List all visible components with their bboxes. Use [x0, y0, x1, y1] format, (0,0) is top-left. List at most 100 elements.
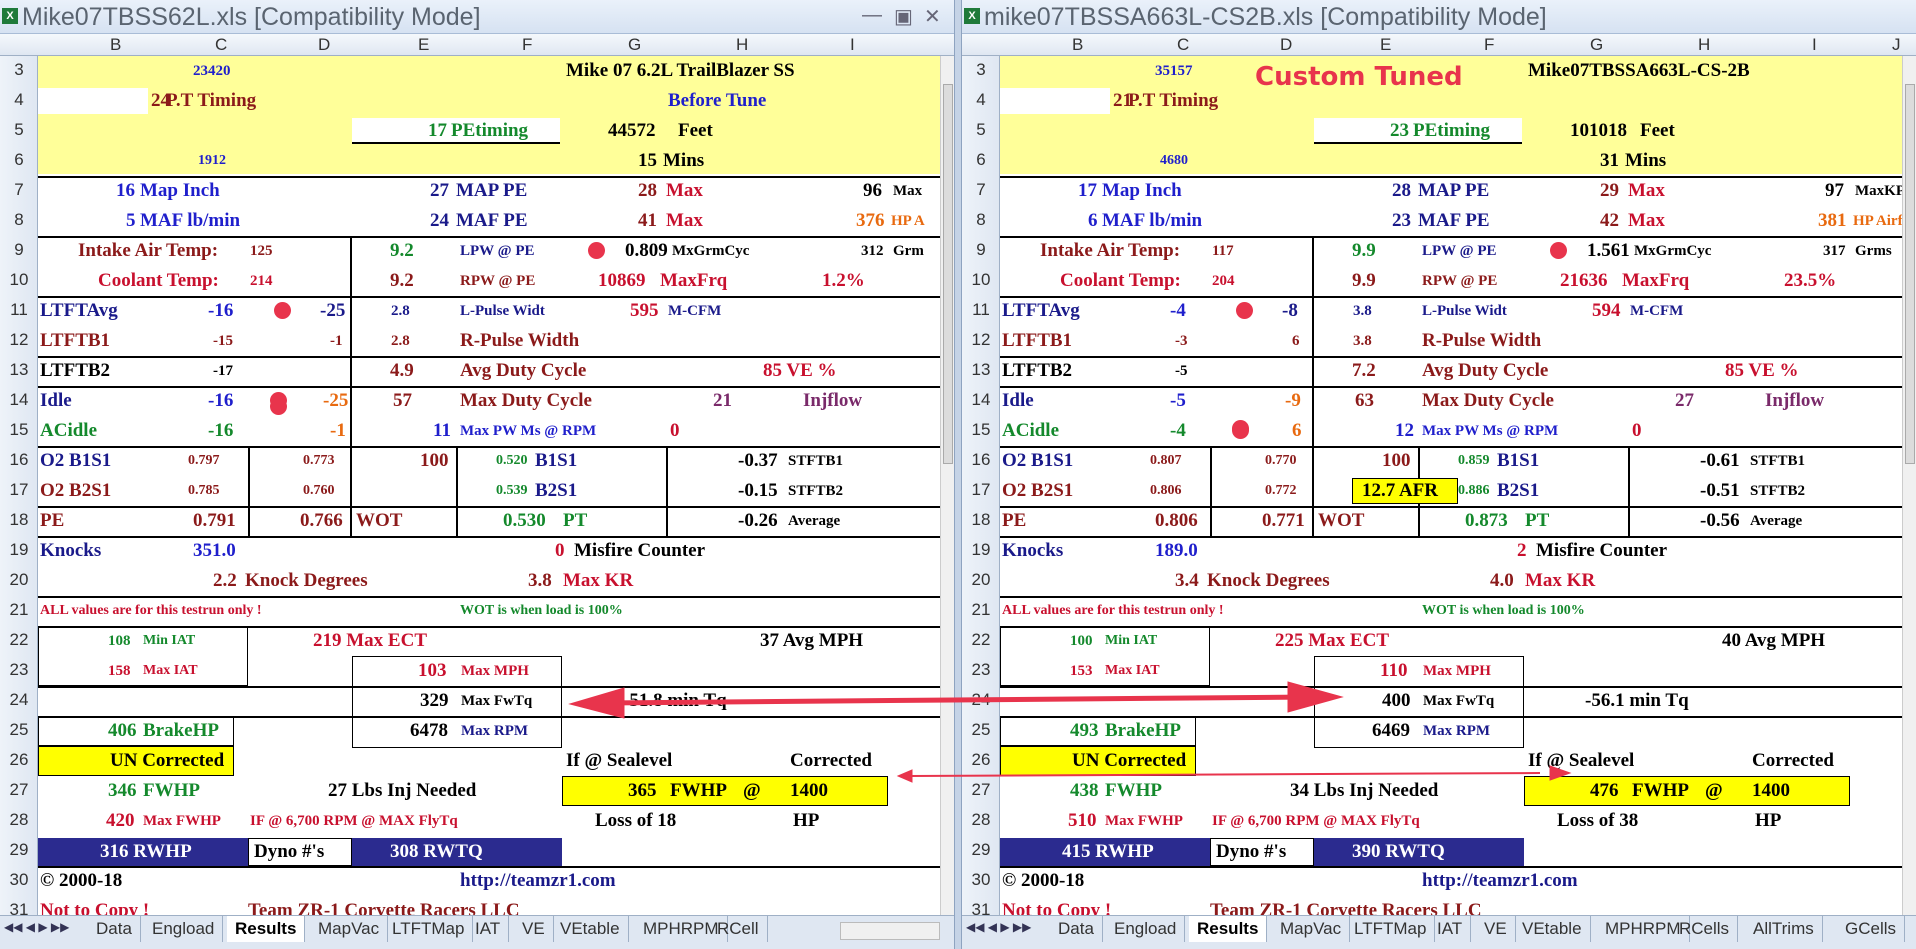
cell-at[interactable]: @ [743, 780, 761, 801]
cell-o2b[interactable]: 0.772 [1265, 483, 1297, 498]
cell-ac[interactable]: -16 [208, 420, 234, 441]
cell-o1c[interactable]: 100 [1382, 450, 1411, 471]
column-header-C[interactable]: C [1177, 35, 1190, 54]
cell-fwtq[interactable]: 329 [420, 690, 449, 711]
cell-kpal[interactable]: Max [893, 183, 923, 199]
cell-lt2[interactable]: -5 [1175, 363, 1188, 379]
row-header[interactable]: 22 [9, 630, 29, 649]
row-header[interactable]: 23 [971, 660, 991, 679]
column-header-I[interactable]: I [1812, 35, 1817, 54]
row-header[interactable]: 17 [9, 480, 29, 499]
cell-uncorrected[interactable]: UN Corrected [1072, 750, 1187, 771]
cell-fwtq[interactable]: 400 [1382, 690, 1411, 711]
cell-ctl[interactable]: Coolant Temp: [98, 270, 219, 291]
cell-mf[interactable]: 10869 [598, 270, 646, 291]
cell-maf[interactable]: 6 [1088, 210, 1098, 231]
cell-ptl[interactable]: P.T Timing [166, 90, 257, 111]
row-header[interactable]: 23 [9, 660, 29, 679]
row-header[interactable]: 11 [972, 300, 990, 319]
cell-loss[interactable]: Loss of 38 [1557, 810, 1639, 831]
cell-note2[interactable]: WOT is when load is 100% [1422, 603, 1585, 618]
cell-ect[interactable]: 219 Max ECT [313, 630, 427, 651]
cell-mapl[interactable]: Map Inch [1102, 180, 1182, 201]
column-header-E[interactable]: E [1380, 35, 1392, 54]
cell-mappel[interactable]: MAP PE [456, 180, 528, 201]
cell-fwhpl[interactable]: FWHP [1105, 780, 1162, 801]
tab-nav-icons[interactable]: ◀◀ ◀ ▶ ▶▶ [4, 920, 70, 934]
cell-ve[interactable]: 85 VE % [1725, 360, 1799, 381]
cell-kr[interactable]: 4.0 [1490, 570, 1514, 591]
cell-pw0[interactable]: 0 [670, 420, 680, 441]
row-header[interactable]: 10 [9, 270, 29, 289]
cell-kn[interactable]: 189.0 [1155, 540, 1198, 561]
cell-avgd[interactable]: 4.9 [390, 360, 414, 381]
cell-n1912[interactable]: 1912 [198, 153, 226, 168]
cell-o2b[interactable]: 0.760 [303, 483, 335, 498]
cell-mafpel[interactable]: MAF PE [1418, 210, 1490, 231]
sheet-grid[interactable]: 35157 Mike07TBSSA663L-CS-2B Custom Tuned 21… [1000, 56, 1902, 915]
cell-o1e[interactable]: B1S1 [535, 450, 578, 471]
row-header[interactable]: 5 [14, 120, 24, 139]
cell-mins[interactable]: 15 [638, 150, 657, 171]
vertical-scrollbar[interactable] [940, 56, 954, 915]
cell-ac[interactable]: -4 [1170, 420, 1186, 441]
cell-mins[interactable]: 31 [1600, 150, 1619, 171]
cell-ltavgl[interactable]: LTFTAvg [1002, 300, 1080, 321]
row-header[interactable]: 24 [9, 690, 29, 709]
cell-corrected-fwhp[interactable]: 476 [1590, 780, 1619, 801]
cell-st1l[interactable]: STFTB1 [788, 453, 844, 469]
cell-rpm[interactable]: 6469 [1372, 720, 1410, 741]
row-header[interactable]: 13 [9, 360, 29, 379]
cell-sea[interactable]: If @ Sealevel [1528, 750, 1635, 771]
cell-pe[interactable]: 23 [1390, 120, 1409, 141]
row-header[interactable]: 30 [971, 870, 991, 889]
cell-rpwl[interactable]: RPW @ PE [460, 273, 536, 289]
row-header[interactable]: 3 [976, 60, 986, 79]
cell-ltavg2[interactable]: -25 [320, 300, 346, 321]
cell-ftl[interactable]: Feet [678, 120, 713, 141]
cell-knl[interactable]: Knocks [1002, 540, 1064, 561]
row-header[interactable]: 27 [9, 780, 29, 799]
cell-pt[interactable]: 21 [1113, 90, 1132, 111]
row-header[interactable]: 7 [976, 180, 986, 199]
cell-uncorrected[interactable]: UN Corrected [110, 750, 225, 771]
cell-wot[interactable]: 0.766 [300, 510, 343, 531]
row-header[interactable]: 16 [971, 450, 991, 469]
cell-rpulsel[interactable]: R-Pulse Width [1422, 330, 1542, 351]
tab-ltftmap[interactable]: LTFTMap [384, 916, 474, 942]
cell-ac2[interactable]: 6 [1292, 420, 1302, 441]
cell-ptv[interactable]: 0.873 [1465, 510, 1508, 531]
cell-bhpl[interactable]: BrakeHP [143, 720, 219, 741]
cell-pw[interactable]: 11 [433, 420, 451, 441]
scroll-thumb[interactable] [943, 84, 953, 464]
cell-grm[interactable]: 312 [861, 243, 884, 259]
cell-idle2[interactable]: -9 [1285, 390, 1301, 411]
cell-ftl[interactable]: Feet [1640, 120, 1675, 141]
cell-avgl[interactable]: Average [788, 513, 841, 529]
cell-pct[interactable]: 23.5% [1784, 270, 1837, 291]
cell-o1d[interactable]: 0.859 [1458, 453, 1490, 468]
cell-ac2[interactable]: -1 [330, 420, 346, 441]
cell-o1d[interactable]: 0.520 [496, 453, 528, 468]
tab-ve[interactable]: VE [514, 916, 554, 942]
cell-mintq[interactable]: -51.8 min Tq [623, 690, 727, 711]
cell-mx[interactable]: 1.561 [1587, 240, 1630, 261]
column-header-F[interactable]: F [522, 35, 533, 54]
cell-mfwl[interactable]: Max FWHP [143, 813, 221, 829]
tab-mphrpm[interactable]: MPHRPM [635, 916, 728, 942]
cell-note1[interactable]: ALL values are for this testrun only ! [1002, 603, 1224, 618]
cell-cor[interactable]: Corrected [1752, 750, 1834, 771]
cell-notc[interactable]: Not to Copy ! [40, 900, 150, 915]
row-header[interactable]: 5 [976, 120, 986, 139]
vertical-scrollbar[interactable] [1902, 56, 1916, 915]
cell-pel2[interactable]: PE [40, 510, 65, 531]
row-header[interactable]: 4 [976, 90, 986, 109]
tab-rcells[interactable]: RCells [1671, 916, 1739, 942]
tab-data[interactable]: Data [88, 916, 141, 942]
row-header[interactable]: 7 [14, 180, 24, 199]
cell-rpm[interactable]: 6478 [410, 720, 448, 741]
window-splitter[interactable] [954, 0, 962, 949]
cell-pel2[interactable]: PE [1002, 510, 1027, 531]
row-header[interactable]: 27 [971, 780, 991, 799]
cell-maxiatl[interactable]: Max IAT [143, 663, 198, 678]
